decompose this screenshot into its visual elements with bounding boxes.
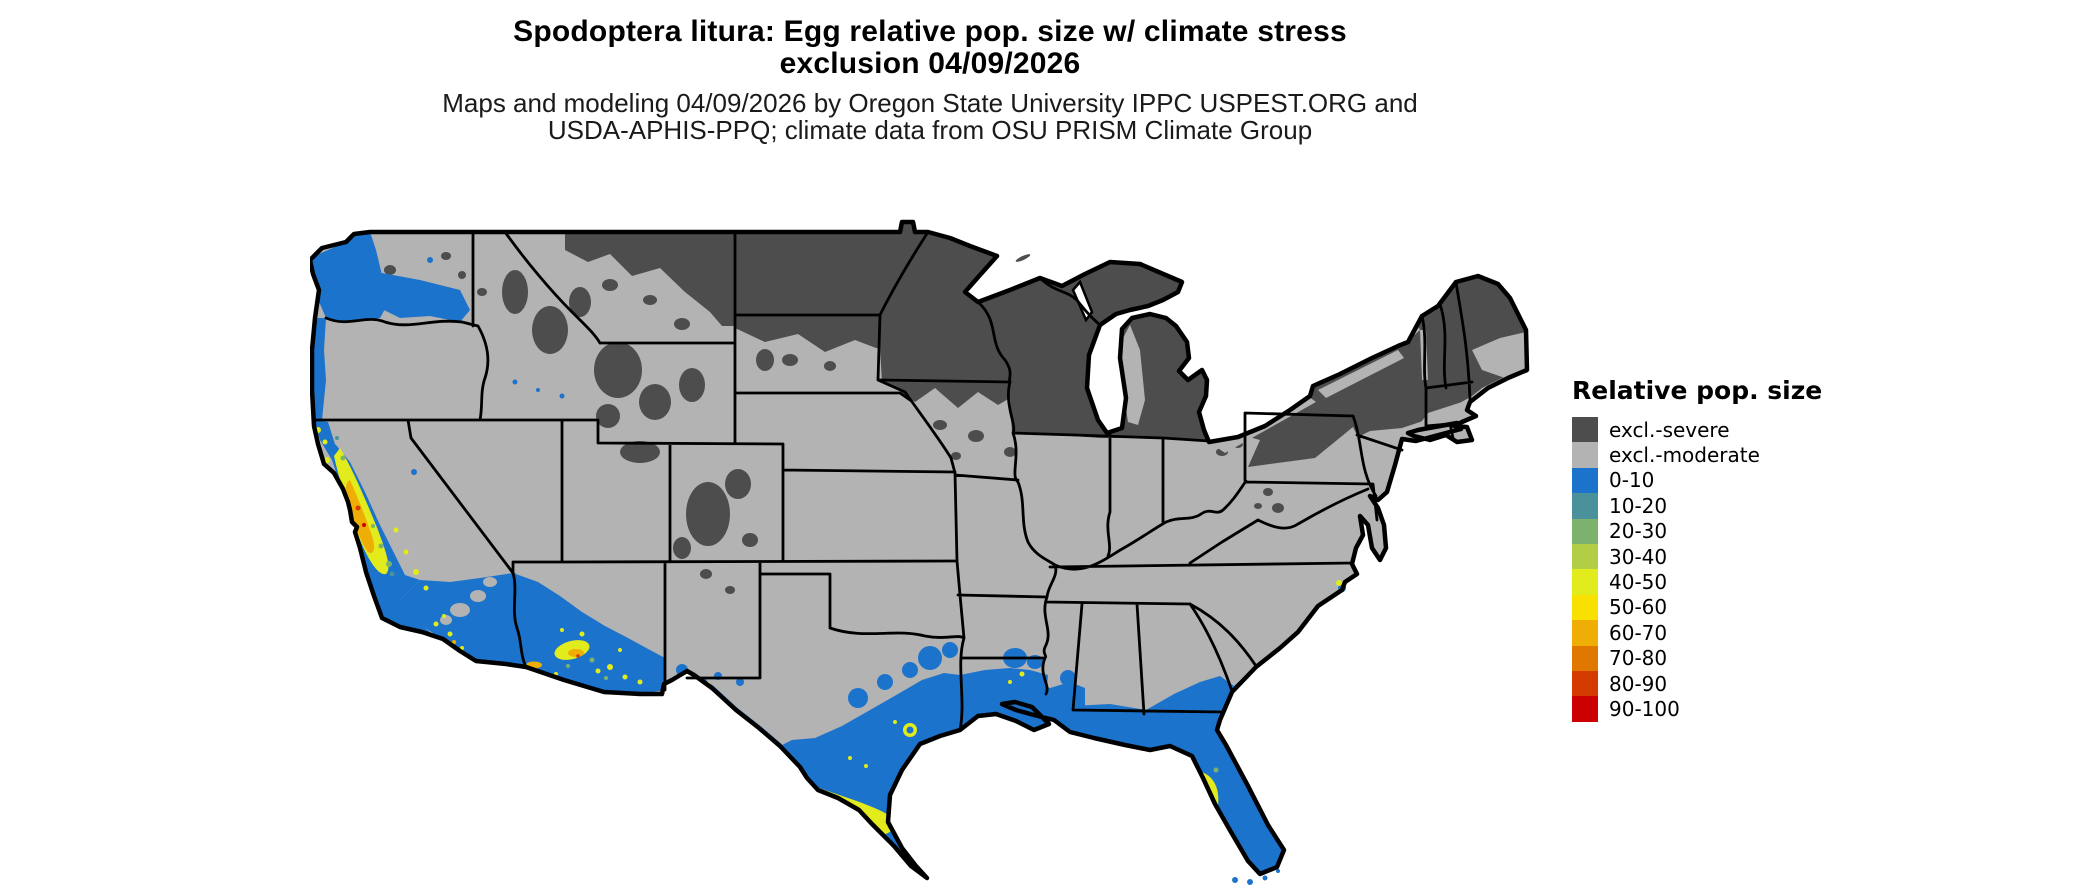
us-map-container bbox=[307, 218, 1530, 890]
us-map bbox=[307, 219, 1530, 885]
legend-label: 50-60 bbox=[1609, 595, 1668, 620]
legend-label: 90-100 bbox=[1609, 696, 1680, 721]
legend-label: excl.-moderate bbox=[1609, 443, 1760, 468]
legend-swatch bbox=[1572, 620, 1598, 646]
legend-row: 90-100 bbox=[1572, 696, 1832, 722]
legend-row: 60-70 bbox=[1572, 620, 1832, 646]
legend-swatch bbox=[1572, 670, 1598, 697]
legend-swatch bbox=[1572, 569, 1598, 595]
legend-label: 70-80 bbox=[1609, 646, 1668, 671]
title-line-1: Spodoptera litura: Egg relative pop. siz… bbox=[513, 15, 1347, 48]
legend-row: 80-90 bbox=[1572, 670, 1832, 697]
title-line-2: exclusion 04/09/2026 bbox=[779, 47, 1081, 80]
legend-label: 40-50 bbox=[1609, 570, 1668, 595]
state-borders bbox=[312, 230, 1474, 732]
legend: Relative pop. size excl.-severe excl.-mo… bbox=[1572, 376, 1832, 722]
legend-label: 10-20 bbox=[1609, 493, 1668, 518]
legend-label: 20-30 bbox=[1609, 519, 1668, 544]
subtitle-line-1: Maps and modeling 04/09/2026 by Oregon S… bbox=[442, 88, 1418, 118]
legend-swatch bbox=[1572, 696, 1598, 722]
legend-label: excl.-severe bbox=[1609, 417, 1730, 442]
legend-swatch bbox=[1572, 645, 1598, 671]
legend-label: 0-10 bbox=[1609, 468, 1655, 493]
legend-row: 30-40 bbox=[1572, 543, 1832, 570]
legend-swatch bbox=[1572, 442, 1598, 468]
legend-label: 60-70 bbox=[1609, 620, 1668, 645]
legend-row: 10-20 bbox=[1572, 493, 1832, 519]
subtitle-line-2: USDA-APHIS-PPQ; climate data from OSU PR… bbox=[547, 115, 1313, 145]
legend-row: 70-80 bbox=[1572, 645, 1832, 671]
legend-swatch bbox=[1572, 594, 1598, 621]
legend-row: 0-10 bbox=[1572, 467, 1832, 494]
us-outline bbox=[307, 219, 1530, 881]
legend-row: 50-60 bbox=[1572, 594, 1832, 621]
legend-swatch bbox=[1572, 518, 1598, 544]
legend-row: 20-30 bbox=[1572, 518, 1832, 544]
legend-swatch bbox=[1572, 493, 1598, 519]
legend-swatch bbox=[1572, 543, 1598, 570]
legend-row: 40-50 bbox=[1572, 569, 1832, 595]
map-title: Spodoptera litura: Egg relative pop. siz… bbox=[320, 16, 1540, 80]
legend-row: excl.-moderate bbox=[1572, 442, 1832, 468]
legend-swatch bbox=[1572, 417, 1598, 443]
legend-label: 80-90 bbox=[1609, 671, 1668, 696]
legend-swatch bbox=[1572, 467, 1598, 494]
legend-title: Relative pop. size bbox=[1572, 376, 1823, 405]
map-subtitle: Maps and modeling 04/09/2026 by Oregon S… bbox=[320, 90, 1540, 144]
legend-rows: excl.-severe excl.-moderate 0-10 10-20 2… bbox=[1572, 417, 1832, 722]
mojave-moderate-patches bbox=[440, 577, 497, 625]
legend-label: 30-40 bbox=[1609, 544, 1668, 569]
legend-row: excl.-severe bbox=[1572, 417, 1832, 443]
